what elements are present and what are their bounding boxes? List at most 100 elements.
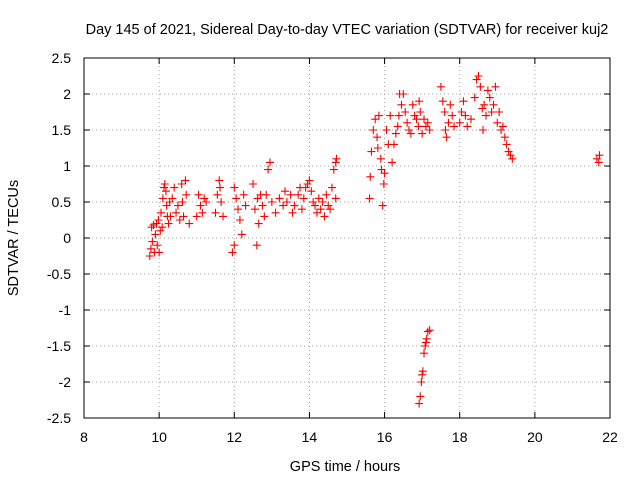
data-point	[329, 165, 338, 174]
data-point	[153, 241, 162, 250]
data-point	[145, 252, 154, 260]
data-point	[418, 370, 427, 379]
y-tick-label: 1	[63, 158, 71, 174]
data-point	[279, 201, 288, 210]
data-point	[500, 133, 509, 142]
y-tick-label: -2.5	[47, 410, 71, 426]
data-point	[331, 194, 340, 203]
data-point	[281, 187, 290, 196]
data-point	[440, 108, 449, 116]
x-axis-tick-labels: 8 10 12 14 16 18 20 22	[80, 429, 618, 445]
data-point	[332, 154, 341, 163]
data-point	[182, 190, 191, 199]
data-point	[423, 327, 432, 336]
data-point	[213, 190, 222, 199]
data-point	[265, 158, 274, 167]
axis-ticks	[83, 57, 611, 419]
data-point	[485, 93, 494, 102]
data-point	[326, 205, 335, 214]
x-tick-label: 22	[602, 429, 618, 445]
data-point	[493, 118, 502, 127]
data-point	[472, 75, 481, 84]
data-point	[420, 115, 429, 124]
data-point	[148, 237, 157, 246]
data-point	[211, 208, 220, 217]
data-point	[441, 126, 450, 134]
y-axis-label: SDTVAR / TECUs	[6, 180, 22, 296]
data-point	[249, 180, 258, 188]
data-point	[594, 158, 603, 167]
data-point	[216, 183, 225, 192]
data-points	[145, 72, 604, 408]
data-point	[422, 334, 431, 343]
data-point	[324, 201, 333, 210]
x-tick-label: 14	[302, 429, 318, 445]
data-point	[595, 151, 604, 160]
data-point	[386, 111, 395, 120]
data-point	[154, 216, 163, 224]
y-tick-label: 2	[63, 86, 71, 102]
data-point	[436, 82, 445, 91]
data-point	[158, 194, 167, 203]
data-point	[234, 205, 243, 214]
data-point	[470, 93, 479, 102]
data-point	[166, 212, 175, 221]
data-point	[418, 129, 427, 138]
data-point	[198, 208, 207, 217]
data-point	[379, 180, 388, 188]
data-point	[450, 122, 459, 131]
data-point	[230, 241, 239, 250]
data-point	[307, 187, 316, 196]
x-tick-label: 10	[151, 429, 167, 445]
plot-frame	[83, 57, 611, 419]
data-point	[160, 180, 169, 188]
data-point	[275, 194, 284, 203]
data-point	[459, 97, 468, 106]
data-point	[196, 201, 205, 210]
data-point	[181, 176, 190, 185]
data-point	[331, 158, 340, 167]
data-point	[506, 151, 515, 160]
data-point	[479, 126, 488, 134]
data-point	[397, 100, 406, 109]
data-point	[170, 183, 179, 192]
data-point	[217, 198, 226, 206]
data-point	[376, 154, 385, 163]
data-point	[369, 126, 378, 134]
y-tick-label: -2	[59, 374, 72, 390]
data-point	[252, 241, 261, 250]
data-point	[420, 349, 429, 358]
data-point	[403, 118, 412, 127]
data-point	[365, 194, 374, 203]
data-point	[380, 169, 389, 178]
data-point	[478, 104, 487, 113]
data-point	[260, 212, 269, 221]
data-point	[442, 133, 451, 142]
data-point	[164, 219, 173, 228]
data-point	[305, 176, 314, 185]
data-point	[294, 190, 303, 199]
data-point	[417, 378, 426, 386]
data-point	[151, 230, 160, 239]
data-point	[158, 223, 167, 232]
data-point	[228, 248, 237, 257]
data-point	[466, 115, 475, 124]
data-point	[408, 100, 417, 109]
y-tick-label: -1	[59, 302, 72, 318]
data-point	[232, 194, 241, 203]
data-point	[404, 126, 413, 134]
data-point	[161, 187, 170, 196]
data-point	[160, 183, 169, 192]
data-point	[416, 108, 425, 116]
data-point	[412, 115, 421, 124]
data-point	[418, 367, 427, 376]
y-tick-label: 2.5	[52, 50, 72, 66]
x-tick-label: 12	[226, 429, 242, 445]
data-point	[299, 194, 308, 203]
data-point	[371, 115, 380, 124]
y-tick-label: 1.5	[52, 122, 72, 138]
data-point	[421, 338, 430, 347]
data-point	[219, 212, 228, 221]
data-point	[366, 172, 375, 181]
y-tick-label: -1.5	[47, 338, 71, 354]
